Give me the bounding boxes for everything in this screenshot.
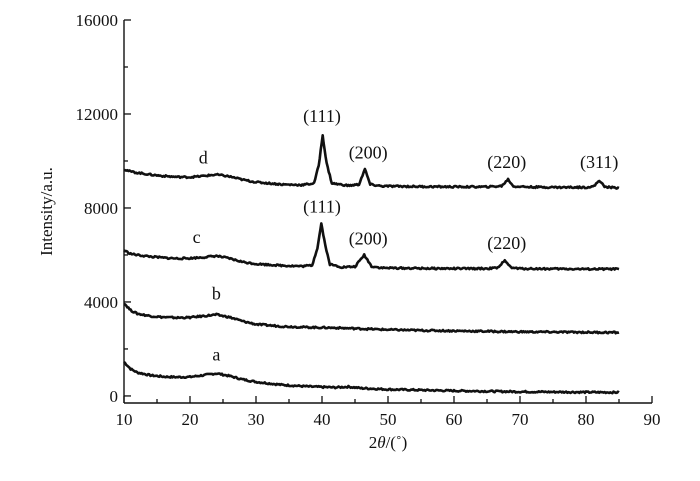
- x-tick-label: 70: [512, 410, 529, 429]
- annotation-group: a b c d (111) (200) (220) (111) (200) (220) (311): [193, 106, 619, 364]
- y-tick-label: 16000: [76, 11, 119, 30]
- y-tick-label: 8000: [84, 199, 118, 218]
- annotation-d-311: (311): [580, 152, 618, 173]
- x-ticks: 10 20 30 40 50 60 70 80 90: [116, 396, 661, 429]
- annotation-b: b: [212, 284, 221, 304]
- annotation-d-220: (220): [487, 152, 526, 173]
- series-d-line: [123, 134, 620, 190]
- annotation-d: d: [199, 147, 208, 167]
- y-tick-label: 0: [110, 387, 119, 406]
- x-axis-label-symbol: θ: [377, 433, 385, 452]
- series-a-line: [123, 360, 620, 395]
- annotation-a: a: [212, 345, 220, 365]
- y-axis-label: Intensity/a.u.: [37, 167, 56, 256]
- x-tick-label: 80: [578, 410, 595, 429]
- x-tick-label: 10: [116, 410, 133, 429]
- x-axis-label-unit: /(˚): [386, 433, 408, 452]
- y-tick-label: 4000: [84, 293, 118, 312]
- series-b-line: [123, 302, 620, 335]
- annotation-d-200: (200): [349, 143, 388, 164]
- axes-frame: [123, 20, 652, 404]
- x-tick-label: 50: [380, 410, 397, 429]
- x-axis-label: 2θ/(˚): [369, 433, 408, 452]
- annotation-c-220: (220): [487, 233, 526, 254]
- y-tick-label: 12000: [76, 105, 119, 124]
- x-tick-label: 90: [644, 410, 661, 429]
- x-tick-label: 60: [446, 410, 463, 429]
- y-ticks: 0 4000 8000 12000 16000: [76, 11, 131, 406]
- series-c-line: [123, 222, 620, 272]
- series-group: [123, 134, 620, 395]
- annotation-c-111: (111): [303, 197, 341, 218]
- x-tick-label: 20: [182, 410, 199, 429]
- x-axis-label-prefix: 2: [369, 433, 378, 452]
- annotation-d-111: (111): [303, 106, 341, 127]
- annotation-c: c: [193, 227, 201, 247]
- annotation-c-200: (200): [349, 228, 388, 249]
- x-tick-label: 30: [248, 410, 265, 429]
- x-tick-label: 40: [314, 410, 331, 429]
